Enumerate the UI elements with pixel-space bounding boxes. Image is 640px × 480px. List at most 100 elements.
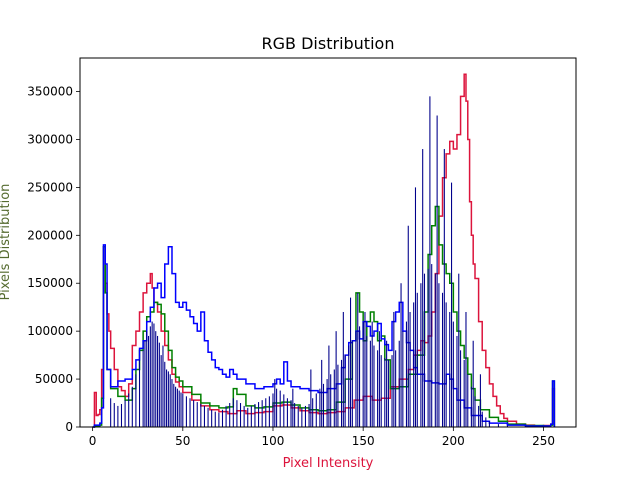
- chart-title: RGB Distribution: [262, 34, 395, 53]
- histogram-bar: [474, 396, 476, 427]
- histogram-bar: [319, 388, 321, 427]
- histogram-bar: [297, 405, 299, 427]
- histogram-bar: [449, 311, 451, 427]
- histogram-bar: [328, 345, 330, 427]
- histogram-bar: [225, 405, 227, 427]
- histogram-bar: [203, 405, 205, 427]
- histogram-bar: [164, 361, 166, 427]
- histogram-bar: [416, 292, 418, 427]
- histogram-bar: [335, 331, 337, 427]
- x-axis: 0 50 100 150 200 250: [89, 427, 555, 448]
- histogram-bar: [151, 321, 153, 427]
- x-tick-label: 200: [442, 434, 465, 448]
- histogram-bar: [427, 268, 429, 427]
- histogram-bar: [384, 357, 386, 427]
- histogram-bar: [221, 409, 224, 427]
- histogram-bar: [337, 364, 339, 427]
- histogram-bar: [268, 396, 270, 427]
- histogram-bar: [467, 374, 469, 427]
- histogram-bar: [138, 359, 141, 427]
- histogram-bar: [377, 350, 379, 427]
- histogram-bar: [344, 355, 346, 427]
- histogram-bar: [178, 390, 180, 427]
- histogram-bar: [393, 311, 395, 427]
- histogram-bar: [371, 321, 373, 427]
- histogram-bar: [445, 302, 447, 427]
- plot-area: [92, 73, 556, 428]
- histogram-bar: [153, 323, 155, 427]
- histogram-bar: [135, 374, 137, 427]
- histogram-bar: [247, 407, 249, 427]
- histogram-bar: [211, 409, 213, 427]
- x-tick-label: 250: [532, 434, 555, 448]
- histogram-bar: [214, 411, 216, 427]
- histogram-bar: [283, 394, 285, 427]
- histogram-bar: [405, 321, 407, 427]
- histogram-bar: [387, 359, 389, 427]
- histogram-bar: [146, 331, 148, 427]
- histogram-bar: [330, 374, 332, 427]
- histogram-bar: [279, 390, 281, 427]
- histogram-bar: [128, 393, 130, 427]
- histogram-bar: [175, 386, 177, 427]
- histogram-bar: [348, 345, 350, 427]
- histogram-bar: [160, 355, 162, 427]
- histogram-bar: [236, 400, 238, 427]
- histogram-bar: [497, 424, 499, 427]
- y-tick-label: 200000: [27, 228, 73, 242]
- histogram-bar: [254, 404, 256, 427]
- histogram-bar: [286, 398, 288, 427]
- histogram-bar: [350, 297, 352, 427]
- histogram-bar: [386, 340, 388, 427]
- histogram-bar: [420, 283, 422, 427]
- y-tick-label: 50000: [35, 372, 73, 386]
- histogram-bar: [310, 369, 312, 427]
- histogram-bar: [308, 404, 310, 427]
- histogram-bar: [458, 273, 460, 427]
- histogram-bar: [261, 400, 263, 427]
- histogram-bar: [359, 326, 361, 427]
- histogram-bar: [340, 359, 343, 427]
- histogram-bar: [472, 340, 474, 427]
- histogram-bar: [292, 388, 294, 427]
- histogram-bar: [402, 331, 404, 427]
- histogram-bar: [312, 398, 314, 427]
- histogram-bar: [373, 345, 375, 427]
- x-tick-label: 50: [175, 434, 190, 448]
- y-tick-label: 0: [65, 420, 73, 434]
- histogram-bar: [378, 331, 380, 427]
- histogram-bar: [229, 403, 231, 427]
- histogram-bar: [488, 421, 490, 427]
- series-4: [110, 96, 545, 428]
- histogram-bar: [479, 374, 481, 427]
- histogram-bar: [158, 342, 160, 427]
- histogram-bar: [362, 321, 364, 427]
- histogram-bar: [436, 115, 438, 427]
- histogram-bar: [342, 311, 344, 427]
- histogram-bar: [169, 374, 171, 427]
- histogram-bar: [366, 335, 368, 427]
- histogram-bar: [414, 187, 417, 427]
- histogram-bar: [258, 402, 260, 427]
- histogram-bar: [398, 340, 400, 427]
- histogram-bar: [171, 379, 173, 427]
- histogram-bar: [395, 350, 397, 427]
- y-tick-label: 250000: [27, 180, 73, 194]
- histogram-bar: [265, 398, 267, 427]
- histogram-bar: [485, 417, 487, 427]
- histogram-bar: [443, 149, 445, 428]
- histogram-bar: [423, 273, 426, 427]
- y-tick-label: 100000: [27, 324, 73, 338]
- x-tick-label: 0: [89, 434, 97, 448]
- histogram-bar: [157, 335, 159, 427]
- histogram-bar: [451, 182, 453, 427]
- histogram-bar: [196, 402, 198, 427]
- histogram-bar: [148, 335, 150, 427]
- histogram-bar: [409, 311, 411, 427]
- histogram-bar: [463, 359, 465, 427]
- histogram-bar: [351, 340, 353, 427]
- histogram-bar: [355, 331, 357, 427]
- histogram-bar: [506, 425, 508, 427]
- histogram-bar: [364, 311, 366, 427]
